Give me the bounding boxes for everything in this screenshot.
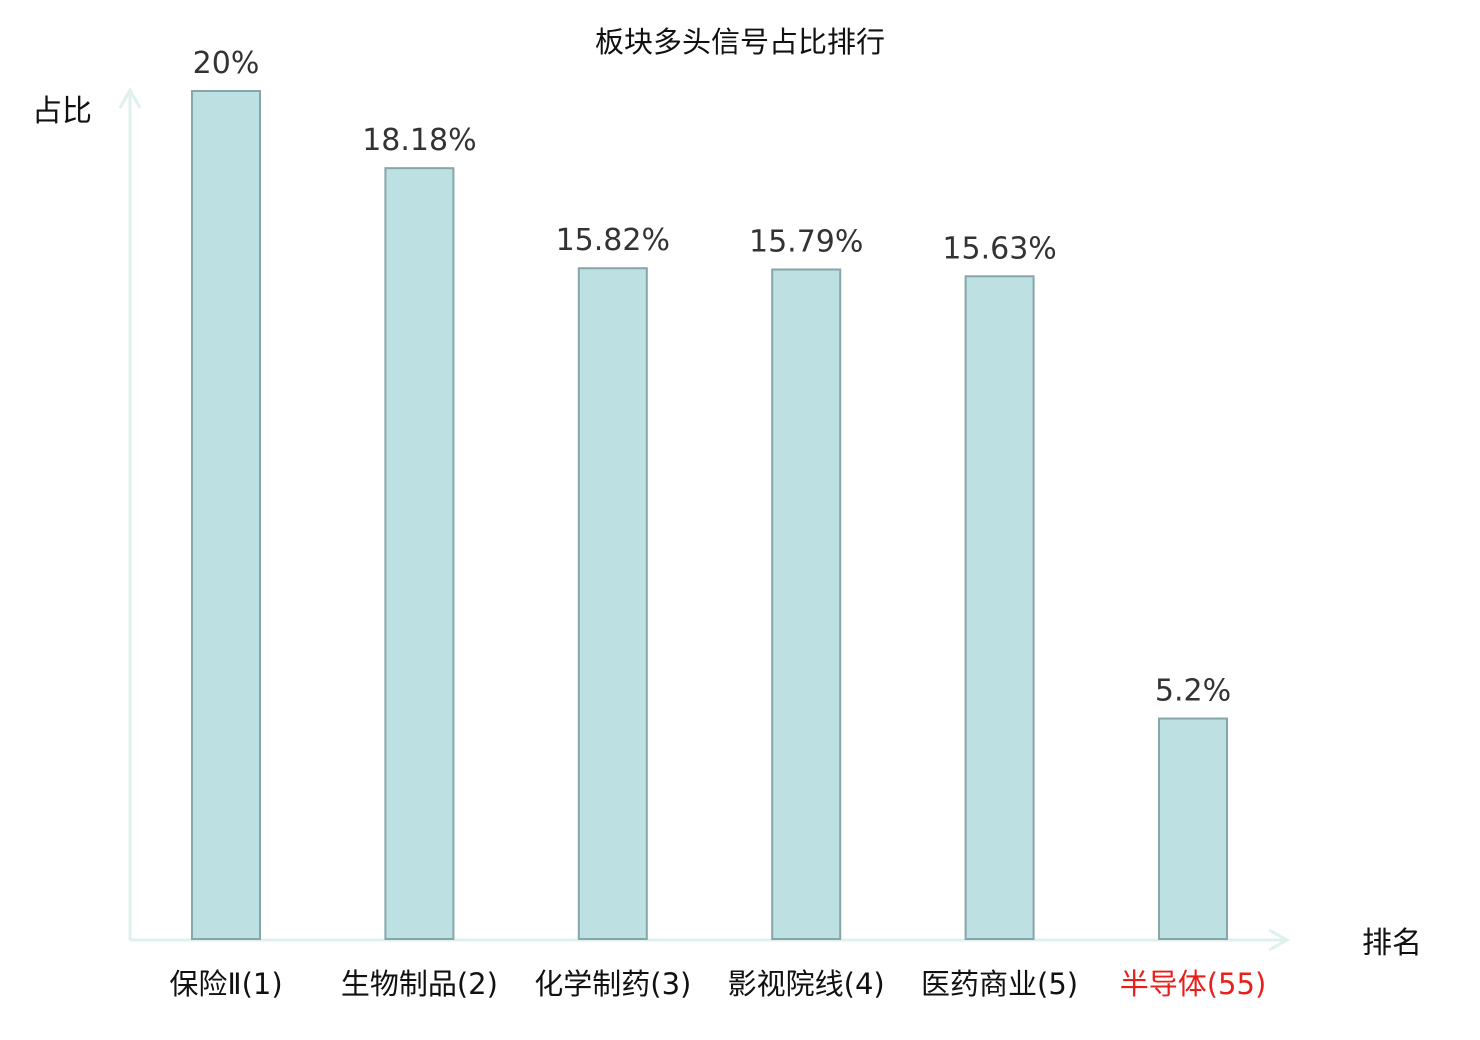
- x-tick-label: 生物制品(2): [341, 967, 498, 1001]
- y-axis-label: 占比: [32, 94, 92, 129]
- bar-value-label: 15.79%: [749, 225, 863, 260]
- value-label-group: 20% 18.18% 15.82% 15.79% 15.63% 5.2%: [193, 46, 1231, 709]
- bar-value-label: 15.63%: [942, 231, 1056, 266]
- bar: [964, 275, 1035, 940]
- bar-value-label: 15.82%: [556, 223, 670, 258]
- bar: [384, 167, 455, 940]
- y-axis-arrow: [118, 86, 142, 109]
- category-label-group: 保险Ⅱ(1) 生物制品(2) 化学制药(3) 影视院线(4) 医药商业(5) 半导体(55…: [169, 967, 1266, 1001]
- x-tick-label: 化学制药(3): [534, 967, 691, 1001]
- chart-title: 板块多头信号占比排行: [595, 25, 885, 59]
- bar-value-label: 20%: [193, 46, 260, 81]
- x-tick-label: 保险Ⅱ(1): [169, 967, 282, 1001]
- x-tick-label: 医药商业(5): [921, 967, 1078, 1001]
- bar: [191, 90, 261, 940]
- bar-group: [191, 90, 1228, 941]
- bar-value-label: 5.2%: [1155, 674, 1231, 709]
- bar: [1158, 717, 1228, 941]
- bar: [577, 267, 648, 940]
- x-tick-label: 半导体(55): [1120, 967, 1267, 1001]
- bar-value-label: 18.18%: [362, 123, 476, 158]
- x-tick-label: 影视院线(4): [728, 967, 885, 1001]
- bar: [771, 268, 842, 940]
- x-axis-arrow: [1268, 928, 1291, 952]
- x-axis-label: 排名: [1362, 926, 1422, 961]
